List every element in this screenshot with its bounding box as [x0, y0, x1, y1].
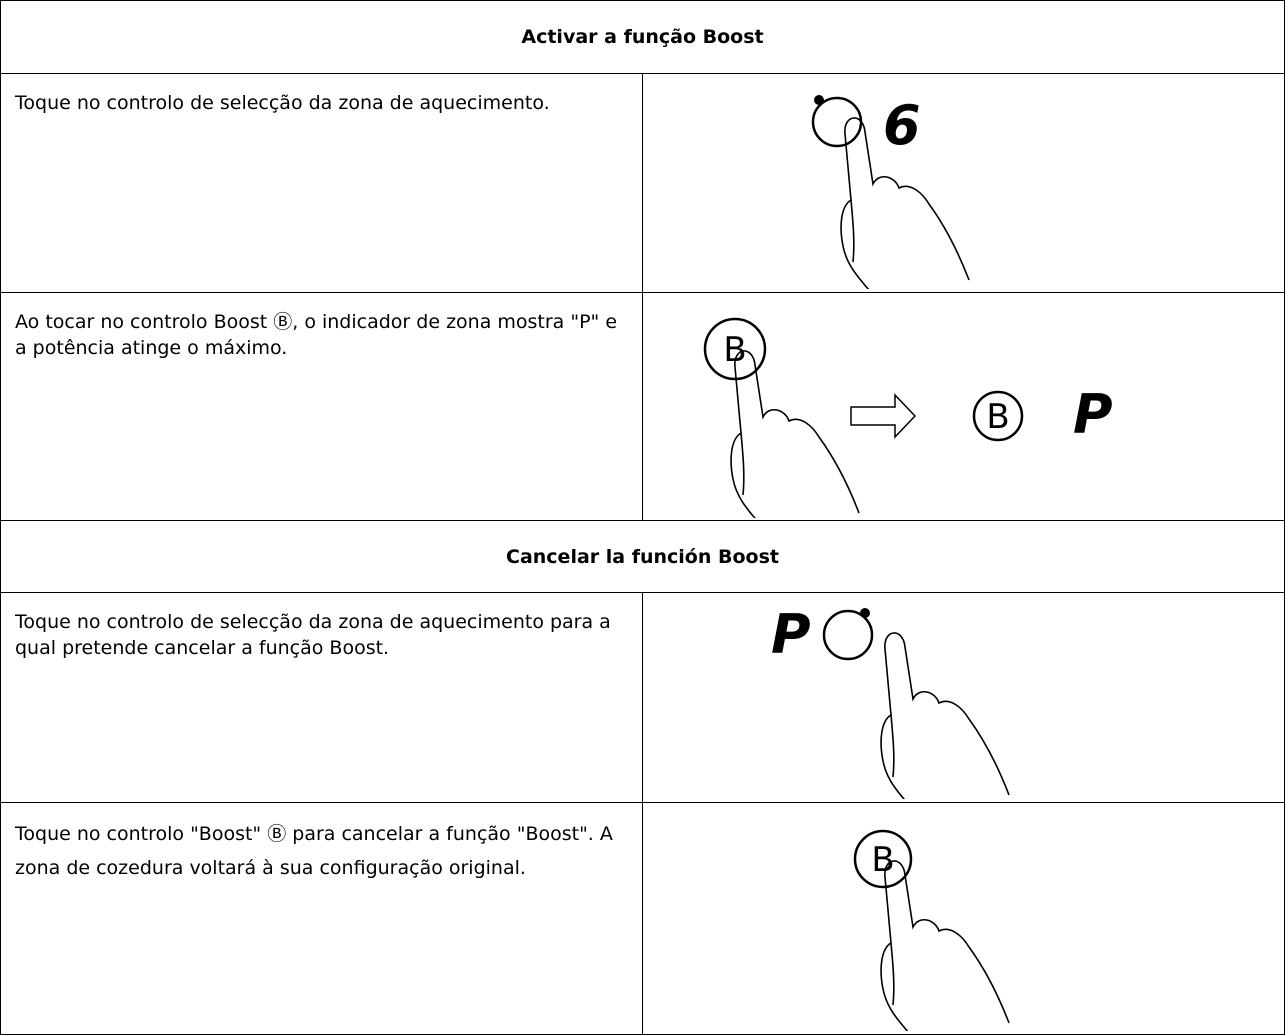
illustration-svg: B B P — [703, 317, 1113, 518]
boost-ring — [972, 390, 1024, 442]
boost-label: B — [871, 840, 894, 880]
section-title: Cancelar la función Boost — [0, 520, 1285, 593]
display-digit: P — [1073, 383, 1113, 446]
arrow — [850, 393, 917, 439]
control-ring — [811, 96, 863, 148]
display-digit: P — [771, 603, 811, 666]
hand — [880, 632, 1010, 799]
illustration-svg: B — [853, 829, 1010, 1031]
display-digit: 6 — [883, 94, 921, 157]
step-text: Toque no controlo de selecção da zona de… — [0, 73, 643, 293]
boost-label: B — [986, 397, 1009, 437]
step-text: Ao tocar no controlo Boost Ⓑ, o indicado… — [0, 292, 643, 521]
indicator-dot — [860, 608, 870, 618]
hand — [880, 860, 1010, 1031]
illustration: 6 — [642, 73, 1285, 293]
step-text: Toque no controlo de selecção da zona de… — [0, 592, 643, 803]
boost-label: B — [723, 330, 746, 370]
step-text: Toque no controlo "Boost" Ⓑ para cancela… — [0, 802, 643, 1035]
illustration-svg: P — [771, 603, 1010, 799]
section-title: Activar a função Boost — [0, 0, 1285, 74]
illustration: B B P — [642, 292, 1285, 521]
boost-ring — [703, 317, 767, 381]
control-ring — [822, 609, 874, 661]
indicator-dot — [814, 95, 824, 105]
illustration: B — [642, 802, 1285, 1035]
boost-ring — [853, 829, 913, 889]
illustration-svg: 6 — [811, 94, 970, 289]
illustration: P — [642, 592, 1285, 803]
